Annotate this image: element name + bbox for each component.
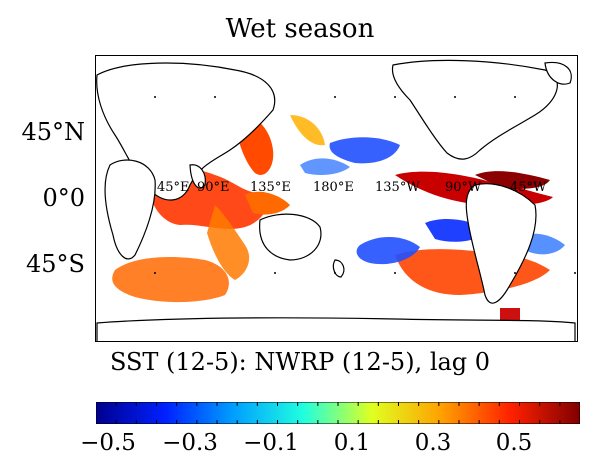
india-outline: [189, 164, 206, 189]
grid-dot: [274, 272, 276, 274]
grid-dots: [154, 96, 576, 274]
map-frame: 45°E 90°E 135°E 180°E 135°W 90°W 45°W: [95, 55, 578, 343]
map-title: Wet season: [225, 14, 375, 44]
map-border: [95, 55, 578, 342]
south-america-outline: [465, 183, 537, 304]
australia-outline: [259, 213, 322, 261]
lon-label-135w: 135°W: [375, 180, 420, 195]
lon-label-90e: 90°E: [197, 180, 230, 195]
grid-dot: [334, 96, 336, 98]
lon-label-180e: 180°E: [313, 180, 354, 195]
continent-outlines: [96, 59, 576, 343]
lon-label-45e: 45°E: [157, 180, 190, 195]
colorbar-tick-label: 0.5: [495, 430, 533, 456]
colorbar: [95, 401, 581, 425]
north-america-outline: [391, 59, 558, 160]
grid-dot: [214, 96, 216, 98]
far-south-warm-patch: [500, 308, 520, 322]
antarctica-outline: [96, 317, 576, 343]
grid-dot: [514, 96, 516, 98]
north-central-pacific-cool: [329, 137, 400, 164]
maritime-continent-warm: [245, 191, 290, 215]
south-atlantic-cool: [525, 233, 565, 255]
southern-indian-warm: [112, 257, 229, 303]
grid-dot: [154, 96, 156, 98]
colorbar-tick-label: −0.3: [162, 430, 218, 456]
north-pacific-warm: [290, 115, 325, 146]
grid-dot: [394, 272, 396, 274]
south-central-pacific-cool: [356, 236, 420, 265]
correlation-map: 45°E 90°E 135°E 180°E 135°W 90°W 45°W: [95, 55, 578, 343]
longitude-labels: 45°E 90°E 135°E 180°E 135°W 90°W 45°W: [157, 180, 547, 195]
colorbar-svg: [95, 401, 581, 425]
eastern-pacific-core: [475, 171, 550, 189]
new-zealand-outline: [332, 259, 345, 278]
grid-dot: [334, 272, 336, 274]
greenland-outline: [544, 61, 572, 85]
central-pacific-cool: [300, 158, 350, 175]
lat-label-45n: 45°N: [21, 118, 85, 146]
grid-dot: [454, 96, 456, 98]
grid-dot: [514, 272, 516, 274]
africa-outline: [104, 159, 156, 260]
colorbar-tick-label: 0.3: [414, 430, 452, 456]
lon-label-90w: 90°W: [445, 180, 482, 195]
lon-label-135e: 135°E: [250, 180, 291, 195]
lat-label-45s: 45°S: [26, 250, 85, 278]
colorbar-ticks: [115, 402, 561, 424]
grid-dot: [154, 272, 156, 274]
colorbar-tick-label: 0.1: [333, 430, 371, 456]
indian-ocean-south-warm: [207, 205, 250, 280]
colorbar-tick-label: −0.1: [243, 430, 299, 456]
lat-label-0: 0°0: [42, 184, 85, 212]
grid-dot: [574, 272, 576, 274]
map-subtitle: SST (12-5): NWRP (12-5), lag 0: [109, 348, 491, 376]
grid-dot: [394, 96, 396, 98]
colorbar-tick-label: −0.5: [80, 430, 136, 456]
lon-label-45w: 45°W: [510, 180, 547, 195]
